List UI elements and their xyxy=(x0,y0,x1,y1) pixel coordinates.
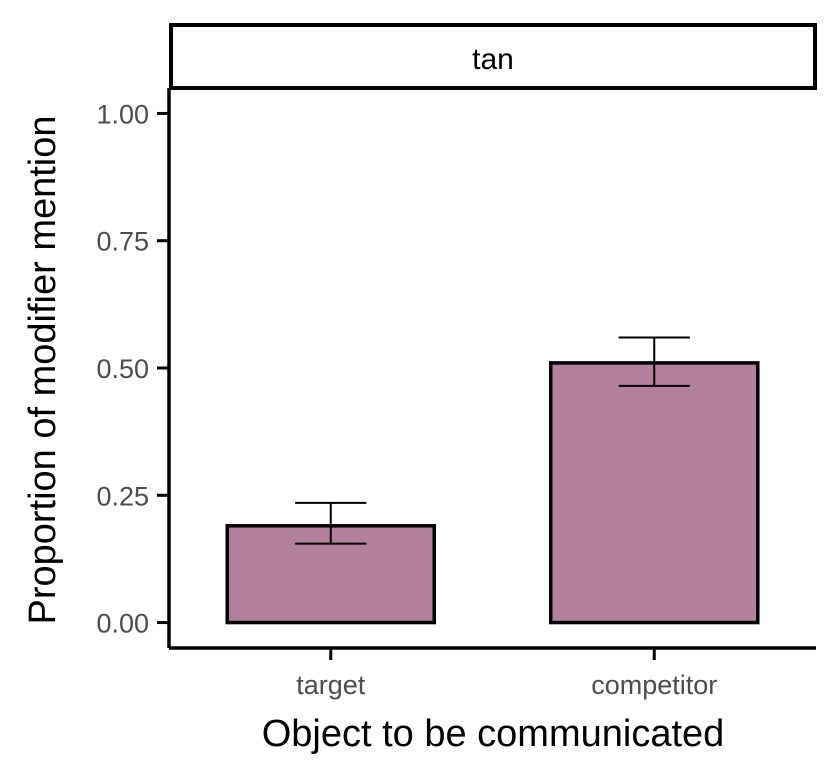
bar-target xyxy=(225,524,437,625)
bars xyxy=(225,361,760,625)
y-axis-ticks: 0.00 0.25 0.50 0.75 1.00 xyxy=(96,99,169,639)
y-tick-label: 0.50 xyxy=(96,354,149,384)
y-axis-title: Proportion of modifier mention xyxy=(22,115,64,624)
facet-label: tan xyxy=(472,43,514,76)
error-bars xyxy=(295,336,690,545)
x-tick-label: competitor xyxy=(591,670,717,700)
facet-strip xyxy=(169,23,817,90)
x-axis-ticks: target competitor xyxy=(296,648,717,700)
y-tick-label: 1.00 xyxy=(96,99,149,129)
y-tick-label: 0.25 xyxy=(96,481,149,511)
y-tick-label: 0.00 xyxy=(96,609,149,639)
y-tick-label: 0.75 xyxy=(96,227,149,257)
x-tick-label: target xyxy=(296,670,366,700)
x-axis-title: Object to be communicated xyxy=(262,713,725,755)
bar-competitor xyxy=(548,361,760,625)
